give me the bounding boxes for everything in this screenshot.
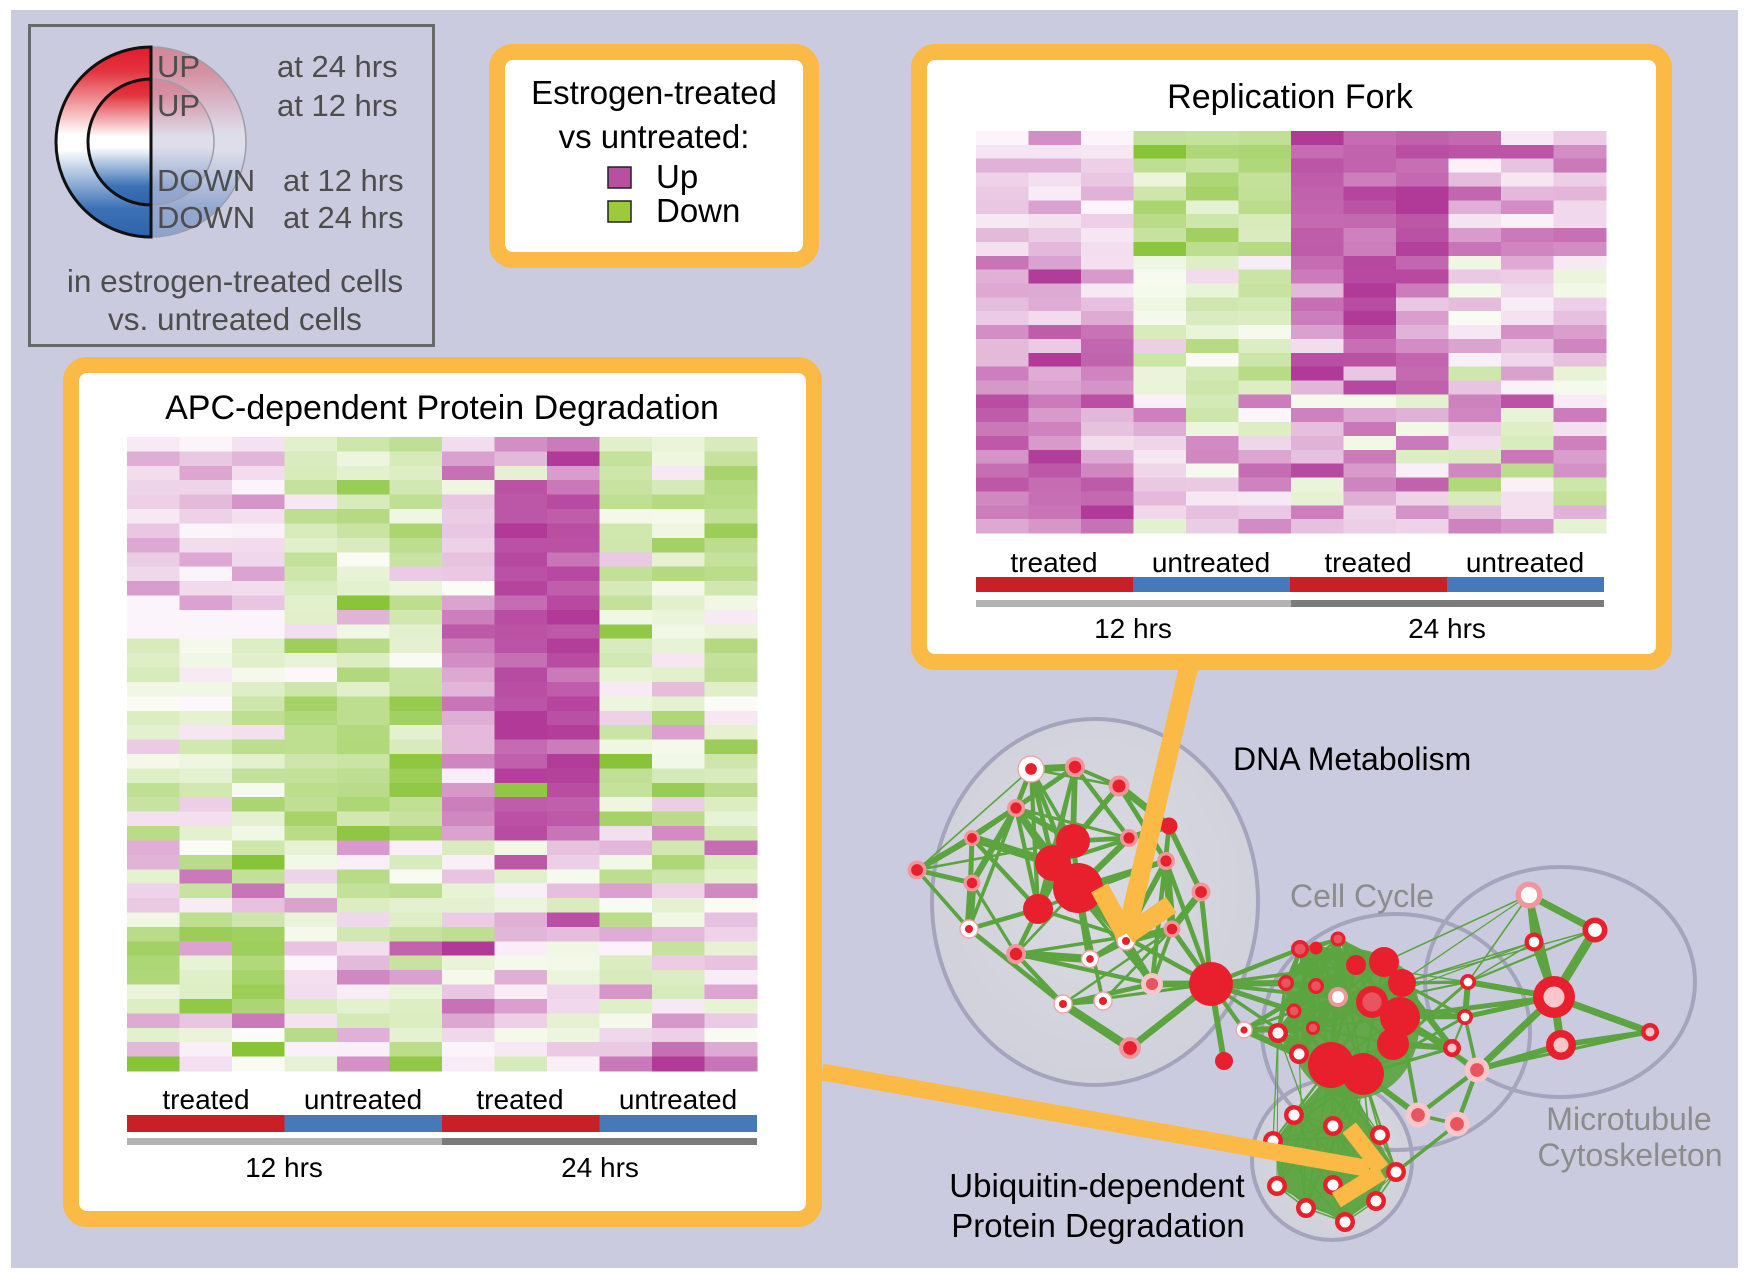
svg-text:in estrogen-treated cells: in estrogen-treated cells [67, 263, 403, 299]
svg-text:untreated: untreated [304, 1084, 422, 1115]
svg-text:DNA Metabolism: DNA Metabolism [1233, 741, 1471, 777]
svg-text:Ubiquitin-dependent: Ubiquitin-dependent [949, 1167, 1244, 1204]
svg-text:treated: treated [476, 1084, 563, 1115]
svg-text:treated: treated [162, 1084, 249, 1115]
svg-text:at 12 hrs: at 12 hrs [283, 163, 404, 198]
svg-text:APC-dependent Protein Degradat: APC-dependent Protein Degradation [165, 389, 719, 427]
svg-text:12 hrs: 12 hrs [245, 1152, 323, 1183]
svg-text:DOWN: DOWN [157, 200, 255, 235]
svg-text:treated: treated [1010, 547, 1097, 578]
svg-text:Microtubule: Microtubule [1546, 1101, 1711, 1137]
svg-text:UP: UP [157, 49, 200, 84]
svg-text:untreated: untreated [619, 1084, 737, 1115]
svg-text:vs. untreated cells: vs. untreated cells [108, 301, 362, 337]
svg-text:untreated: untreated [1466, 547, 1584, 578]
svg-text:at 24 hrs: at 24 hrs [277, 49, 398, 84]
svg-text:Up: Up [656, 158, 698, 195]
svg-text:untreated: untreated [1152, 547, 1270, 578]
svg-text:UP: UP [157, 88, 200, 123]
svg-text:Replication Fork: Replication Fork [1167, 78, 1414, 116]
svg-text:24 hrs: 24 hrs [1408, 613, 1486, 644]
svg-text:Cytoskeleton: Cytoskeleton [1538, 1137, 1723, 1173]
svg-text:at 12 hrs: at 12 hrs [277, 88, 398, 123]
svg-text:Protein Degradation: Protein Degradation [951, 1207, 1245, 1244]
svg-text:Estrogen-treated: Estrogen-treated [531, 74, 777, 111]
svg-text:at 24 hrs: at 24 hrs [283, 200, 404, 235]
svg-text:vs untreated:: vs untreated: [559, 118, 750, 155]
svg-text:Down: Down [656, 192, 740, 229]
svg-text:24 hrs: 24 hrs [561, 1152, 639, 1183]
svg-text:12 hrs: 12 hrs [1094, 613, 1172, 644]
svg-text:Cell Cycle: Cell Cycle [1290, 878, 1434, 914]
svg-text:DOWN: DOWN [157, 163, 255, 198]
svg-text:treated: treated [1324, 547, 1411, 578]
